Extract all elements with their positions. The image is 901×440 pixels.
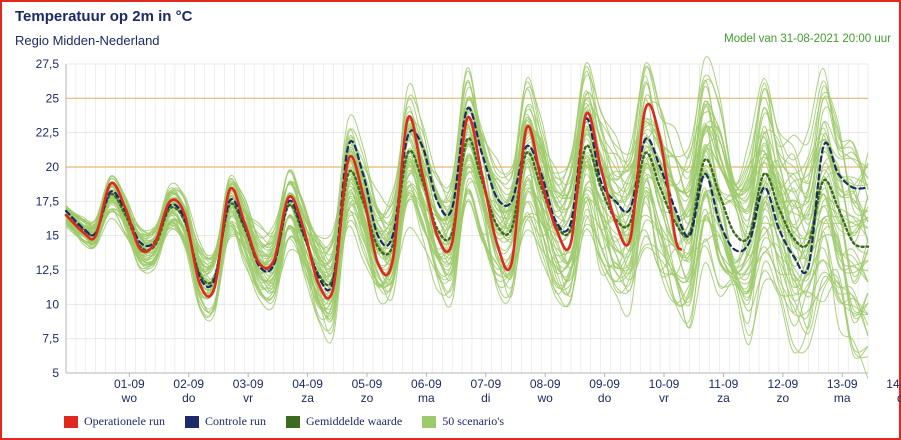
legend-label: Operationele run — [84, 414, 165, 428]
x-tick-day: do — [598, 391, 612, 405]
x-tick-day: do — [182, 391, 196, 405]
x-tick-date: 07-09 — [470, 377, 501, 391]
legend-swatch — [422, 415, 437, 428]
y-tick-label: 7,5 — [42, 332, 59, 346]
scenario-line — [65, 106, 869, 269]
scenario-line — [65, 123, 869, 301]
x-tick-day: vr — [243, 391, 253, 405]
scenario-line — [65, 62, 869, 267]
x-tick-day: ma — [834, 391, 851, 405]
legend-label: Controle run — [204, 414, 266, 428]
legend-label: Gemiddelde waarde — [305, 414, 403, 428]
model-run-label: Model van 31-08-2021 20:00 uur — [724, 33, 891, 45]
y-tick-label: 17,5 — [36, 194, 60, 208]
x-tick-day: di — [481, 391, 490, 405]
x-tick-date: 11-09 — [709, 377, 739, 391]
scenario-line — [65, 66, 869, 283]
legend-item: 50 scenario's — [422, 414, 504, 429]
x-tick-day: za — [301, 391, 314, 405]
series-line-gemiddelde-waarde — [64, 136, 870, 287]
legend-swatch — [184, 415, 199, 428]
series-line-controle-run — [64, 106, 870, 292]
x-tick-date: 08-09 — [530, 377, 561, 391]
chart-subtitle: Regio Midden-Nederland — [15, 33, 160, 48]
scenario-line — [65, 96, 869, 259]
y-tick-label: 5 — [52, 366, 59, 380]
scenario-line — [65, 127, 869, 314]
x-tick-date: 10-09 — [649, 377, 680, 391]
x-tick-date: 01-09 — [114, 377, 145, 391]
scenario-line — [65, 170, 869, 359]
x-tick-date: 14-09 — [886, 377, 901, 391]
x-tick-day: di — [897, 391, 901, 405]
y-tick-label: 10 — [46, 297, 60, 311]
x-tick-date: 09-09 — [589, 377, 620, 391]
chart-title: Temperatuur op 2m in °C — [15, 8, 193, 25]
y-tick-label: 22,5 — [36, 126, 60, 140]
x-tick-day: ma — [418, 391, 435, 405]
x-tick-date: 13-09 — [827, 377, 858, 391]
y-tick-label: 15 — [46, 229, 60, 243]
x-tick-date: 12-09 — [767, 377, 798, 391]
scenario-line — [65, 154, 869, 291]
scenario-line — [65, 68, 869, 261]
x-tick-date: 02-09 — [173, 377, 204, 391]
y-tick-label: 20 — [46, 160, 60, 174]
legend-swatch — [285, 415, 300, 428]
chart-legend: Operationele run Controle run Gemiddelde w… — [64, 414, 504, 429]
series-line-operationele-run — [64, 102, 683, 300]
x-tick-day: wo — [121, 391, 138, 405]
scenario-line — [65, 162, 869, 284]
scenario-line — [65, 192, 869, 353]
legend-label: 50 scenario's — [442, 414, 505, 428]
x-tick-date: 05-09 — [352, 377, 383, 391]
y-tick-label: 27,5 — [36, 57, 60, 71]
legend-item: Controle run — [184, 414, 266, 429]
x-tick-day: zo — [776, 391, 789, 405]
legend-swatch — [64, 415, 78, 428]
x-tick-day: wo — [537, 391, 554, 405]
y-tick-label: 12,5 — [36, 263, 60, 277]
x-tick-date: 06-09 — [411, 377, 442, 391]
x-tick-date: 03-09 — [233, 377, 264, 391]
scenario-line — [65, 172, 869, 379]
x-tick-day: vr — [659, 391, 669, 405]
legend-item: Operationele run — [64, 414, 165, 429]
x-tick-day: zo — [361, 391, 374, 405]
x-tick-day: za — [717, 391, 730, 405]
y-tick-label: 25 — [46, 91, 60, 105]
x-tick-date: 04-09 — [292, 377, 323, 391]
legend-item: Gemiddelde waarde — [285, 414, 403, 429]
